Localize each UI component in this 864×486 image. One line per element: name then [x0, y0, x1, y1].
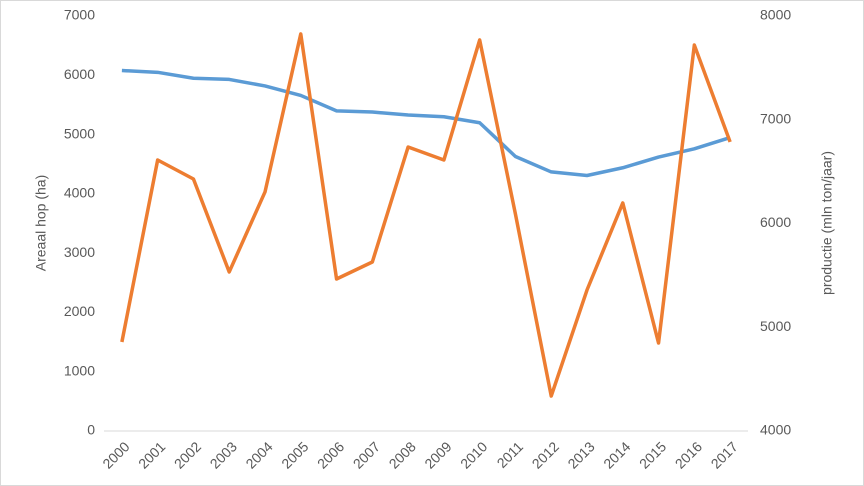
series-line [120, 32, 732, 398]
y-tick-label: 6000 [64, 66, 95, 82]
y-tick-label: 2000 [64, 303, 95, 319]
y2-tick-label: 7000 [760, 110, 791, 126]
y2-tick-label: 8000 [760, 7, 791, 23]
y-axis-label: Areaal hop (ha) [33, 175, 49, 272]
y2-tick-label: 6000 [760, 214, 791, 230]
y-tick-label: 3000 [64, 244, 95, 260]
series-line [121, 68, 731, 178]
y-tick-label: 1000 [64, 362, 95, 378]
y-tick-label: 0 [87, 422, 95, 438]
y2-axis-label: productie (mln ton/jaar) [819, 151, 835, 295]
y-tick-label: 7000 [64, 7, 95, 23]
y-tick-label: 5000 [64, 125, 95, 141]
y-tick-label: 4000 [64, 185, 95, 201]
y2-tick-label: 4000 [760, 422, 791, 438]
y2-tick-label: 5000 [760, 318, 791, 334]
